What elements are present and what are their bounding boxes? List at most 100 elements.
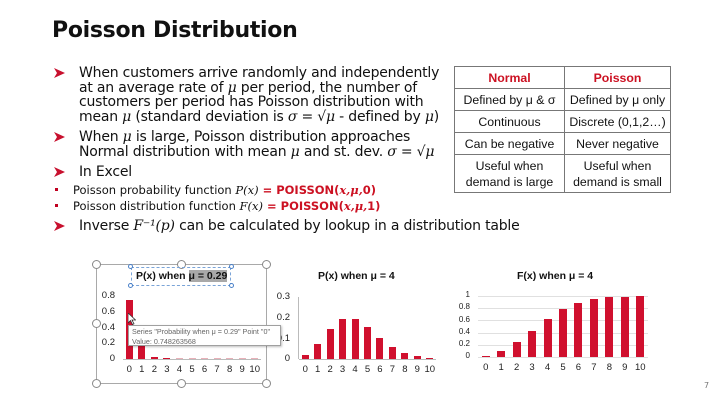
sub-bullet-text: Poisson distribution function — [73, 198, 240, 213]
x-tick: 2 — [151, 364, 157, 375]
sub-bullet-text: Poisson probability function — [73, 182, 236, 197]
title-handle[interactable] — [128, 283, 133, 288]
x-tick: 8 — [226, 364, 233, 375]
bar[interactable] — [559, 309, 567, 357]
bar[interactable] — [605, 297, 614, 357]
bar[interactable] — [426, 357, 434, 359]
y-tick: 0.6 — [101, 306, 115, 317]
bullet-text: (standard deviation is — [131, 108, 288, 125]
bar[interactable] — [351, 318, 359, 359]
bar[interactable] — [163, 358, 171, 359]
table-row: Can be negative Never negative — [454, 132, 671, 155]
bar[interactable] — [226, 358, 234, 359]
math-fx: F(x) — [239, 198, 263, 213]
x-tick: 9 — [239, 364, 245, 375]
formula-text: 1) — [367, 198, 381, 213]
resize-handle-top-center[interactable] — [177, 260, 186, 269]
bar[interactable] — [251, 358, 259, 359]
bar[interactable] — [188, 358, 196, 359]
resize-handle-middle-left[interactable] — [92, 319, 101, 328]
bar[interactable] — [413, 356, 421, 359]
y-tick: 0 — [109, 353, 115, 364]
x-tick: 7 — [591, 362, 597, 373]
math-mu: μ — [122, 129, 132, 145]
x-tick: 7 — [389, 364, 396, 375]
header-normal: Normal — [454, 66, 565, 89]
x-tick: 8 — [606, 362, 612, 373]
plot-area[interactable] — [478, 296, 648, 358]
bar[interactable] — [201, 358, 209, 359]
x-tick: 7 — [214, 364, 220, 375]
bar[interactable] — [213, 358, 221, 359]
arrow-bullet-icon — [54, 132, 65, 142]
bar[interactable] — [512, 342, 521, 357]
table-cell: Defined by μ only — [564, 88, 671, 111]
bar[interactable] — [388, 346, 396, 359]
chart-title[interactable]: P(x) when μ = 0.29 — [136, 270, 228, 282]
x-tick: 6 — [201, 364, 208, 375]
x-tick: 1 — [315, 364, 321, 375]
chart-tooltip: Series "Probability when μ = 0.29" Point… — [128, 325, 281, 346]
bar[interactable] — [364, 326, 371, 359]
title-handle[interactable] — [229, 264, 234, 269]
bar[interactable] — [238, 358, 246, 359]
bar[interactable] — [376, 337, 384, 359]
header-poisson: Poisson — [564, 66, 671, 89]
plot-area[interactable] — [298, 297, 436, 360]
bar[interactable] — [620, 296, 629, 357]
math-mu: μ — [122, 108, 132, 125]
y-tick: 0.4 — [458, 327, 470, 336]
bar[interactable] — [301, 355, 309, 359]
bar[interactable] — [481, 355, 490, 357]
title-handle[interactable] — [229, 283, 234, 288]
comparison-table: Normal Poisson Defined by μ & σ Defined … — [454, 66, 671, 193]
resize-handle-top-left[interactable] — [92, 260, 101, 269]
bar[interactable] — [574, 302, 583, 357]
x-tick: 5 — [560, 362, 566, 373]
title-handle[interactable] — [128, 264, 133, 269]
x-tick: 3 — [529, 362, 535, 373]
bullet-text: When customers arrive randomly and indep… — [79, 65, 440, 81]
bullet-text: Inverse — [79, 217, 134, 234]
bar[interactable] — [401, 352, 409, 359]
x-tick: 9 — [414, 364, 420, 375]
x-tick: 9 — [622, 362, 628, 373]
x-tick: 4 — [176, 364, 183, 375]
bar[interactable] — [150, 356, 158, 359]
table-row: Continuous Discrete (0,1,2…) — [454, 110, 671, 133]
bar[interactable] — [339, 318, 347, 359]
bullet-normal-approx: When μ is large, Poisson distribution ap… — [52, 130, 452, 159]
bar[interactable] — [589, 299, 598, 357]
bullet-text: customers per period has Poisson distrib… — [79, 94, 424, 110]
bar[interactable] — [175, 358, 183, 359]
resize-handle-bottom-left[interactable] — [92, 379, 101, 388]
resize-handle-bottom-center[interactable] — [177, 379, 186, 388]
resize-handle-bottom-right[interactable] — [262, 379, 271, 388]
sub-bullet-probability-function: Poisson probability function P(x) = POIS… — [25, 182, 452, 198]
gridline — [478, 357, 648, 358]
arrow-bullet-icon — [54, 167, 65, 177]
y-tick: 0.6 — [458, 315, 470, 324]
bar[interactable] — [636, 296, 645, 357]
bullet-text: mean — [79, 108, 123, 125]
bar[interactable] — [528, 330, 537, 357]
y-tick: 0 — [465, 351, 470, 360]
bar[interactable] — [543, 318, 552, 357]
mouse-cursor-icon — [128, 313, 136, 325]
bar[interactable] — [138, 341, 146, 359]
x-tick: 3 — [164, 364, 170, 375]
x-tick: 2 — [327, 364, 333, 375]
page-number: 7 — [704, 381, 710, 390]
bar[interactable] — [314, 343, 322, 359]
bar[interactable] — [497, 351, 506, 357]
bullet-text: Normal distribution with mean — [79, 143, 291, 160]
y-tick: 0.8 — [458, 302, 470, 311]
x-tick: 0 — [126, 364, 132, 375]
table-row: Defined by μ & σ Defined by μ only — [454, 88, 671, 111]
bullet-poisson-definition: When customers arrive randomly and indep… — [52, 66, 452, 124]
chart-1-title-selection[interactable] — [131, 267, 231, 286]
resize-handle-top-right[interactable] — [262, 260, 271, 269]
bullet-list: When customers arrive randomly and indep… — [52, 66, 520, 239]
bar[interactable] — [326, 328, 334, 359]
sub-bullet-distribution-function: Poisson distribution function F(x) = POI… — [25, 198, 452, 214]
